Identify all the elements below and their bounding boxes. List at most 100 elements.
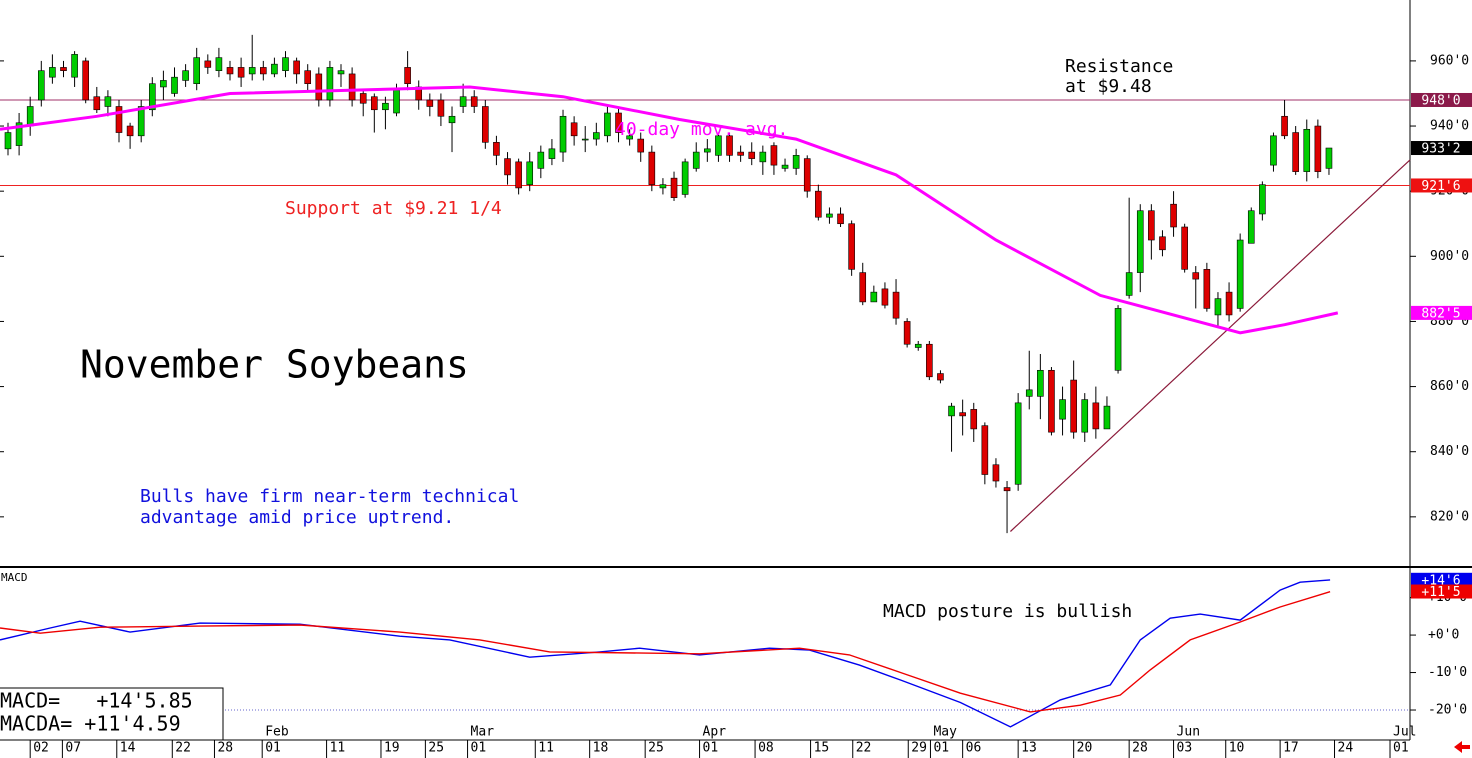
candle-body	[260, 67, 267, 75]
price-label-box	[1411, 305, 1472, 320]
candle-body	[426, 99, 434, 107]
month-label: Jul	[1393, 725, 1416, 740]
candle-body	[504, 158, 511, 176]
y-tick-label: +0'0	[1428, 628, 1459, 643]
x-tick-label: 18	[593, 741, 609, 756]
candle-body	[1048, 369, 1055, 433]
candle-body	[992, 464, 1000, 482]
x-tick-label: 24	[1338, 741, 1354, 756]
candle-body	[1270, 135, 1277, 166]
candle-body	[1192, 272, 1200, 280]
price-label-box	[1411, 141, 1472, 156]
month-label: Mar	[471, 725, 495, 740]
x-tick-label: 07	[65, 741, 81, 756]
candle-body	[1148, 210, 1155, 241]
panel-title: MACD	[1, 571, 28, 584]
candle-body	[315, 73, 323, 101]
candle-body	[715, 135, 722, 156]
candle-body	[770, 145, 778, 166]
candle-body	[559, 115, 567, 153]
candle-body	[870, 291, 878, 303]
candle-body	[681, 161, 689, 195]
candle-body	[626, 135, 633, 140]
x-tick-label: 25	[428, 741, 444, 756]
arrow-icon[interactable]	[1454, 741, 1470, 753]
x-tick-label: 01	[471, 741, 487, 756]
candle-body	[726, 135, 733, 156]
candle-body	[1259, 184, 1266, 215]
candle-body	[204, 60, 212, 68]
annotation: MACD posture is bullish	[883, 601, 1132, 622]
candle-body	[803, 158, 811, 192]
candle-body	[1292, 132, 1299, 172]
candle-body	[1314, 125, 1322, 172]
candle-body	[149, 83, 156, 111]
candle-body	[1236, 239, 1244, 309]
y-tick-label: 940'0	[1430, 119, 1469, 134]
x-tick-label: 11	[330, 741, 346, 756]
candle-body	[160, 80, 167, 88]
readout-box	[0, 687, 224, 741]
candle-body	[593, 132, 600, 140]
candle-body	[493, 142, 500, 156]
candle-body	[348, 73, 356, 101]
candle-body	[1170, 203, 1177, 228]
candle-body	[914, 343, 922, 348]
candle-body	[115, 106, 123, 133]
candle-body	[892, 291, 900, 319]
candle-body	[515, 161, 522, 189]
candle-body	[1037, 369, 1044, 397]
candle-body	[49, 67, 56, 78]
price-label: 933'2	[1421, 142, 1460, 157]
x-tick-label: 02	[33, 741, 49, 756]
candle-body	[903, 321, 911, 345]
x-tick-label: 06	[966, 741, 982, 756]
price-label: 948'0	[1421, 93, 1460, 108]
x-tick-label: 08	[758, 741, 774, 756]
x-tick-label: 22	[175, 741, 191, 756]
candle-body	[293, 60, 300, 75]
x-tick-label: 03	[1177, 741, 1193, 756]
candle-body	[404, 67, 411, 84]
candle-body	[437, 99, 445, 117]
candle-body	[926, 343, 933, 378]
x-tick-label: 25	[648, 741, 664, 756]
candle-body	[82, 60, 89, 101]
candle-body	[1181, 226, 1188, 270]
month-label: Jun	[1177, 725, 1200, 740]
candle-body	[1103, 405, 1111, 430]
candle-body	[126, 125, 134, 137]
month-label: Feb	[265, 725, 289, 740]
candle-body	[359, 93, 367, 104]
candle-body	[193, 57, 201, 84]
x-tick-label: 01	[933, 741, 949, 756]
candle-body	[981, 425, 989, 475]
candle-body	[1070, 379, 1077, 433]
candle-body	[182, 70, 189, 81]
candle-body	[859, 272, 867, 303]
y-tick-label: 840'0	[1430, 444, 1469, 459]
candle-body	[959, 412, 966, 417]
candle-body	[171, 76, 178, 94]
candle-body	[837, 213, 844, 225]
candle-body	[282, 57, 289, 71]
annotation: Resistance	[1065, 56, 1173, 77]
candle-body	[581, 138, 589, 141]
annotation: at $9.48	[1065, 76, 1152, 97]
candle-body	[304, 70, 312, 84]
y-tick-label: 960'0	[1430, 53, 1469, 68]
candle-body	[326, 67, 334, 101]
candle-body	[615, 112, 622, 133]
candle-body	[1325, 147, 1333, 169]
readout: MACD= +14'5.85	[0, 689, 193, 713]
candle-body	[248, 67, 256, 75]
candle-body	[1025, 389, 1033, 397]
price-label: +11'5	[1421, 585, 1460, 600]
candle-body	[482, 106, 489, 143]
candle-body	[1203, 269, 1211, 309]
candle-body	[337, 70, 345, 75]
x-tick-label: 01	[265, 741, 281, 756]
candle-body	[604, 112, 611, 137]
x-tick-label: 20	[1077, 741, 1093, 756]
